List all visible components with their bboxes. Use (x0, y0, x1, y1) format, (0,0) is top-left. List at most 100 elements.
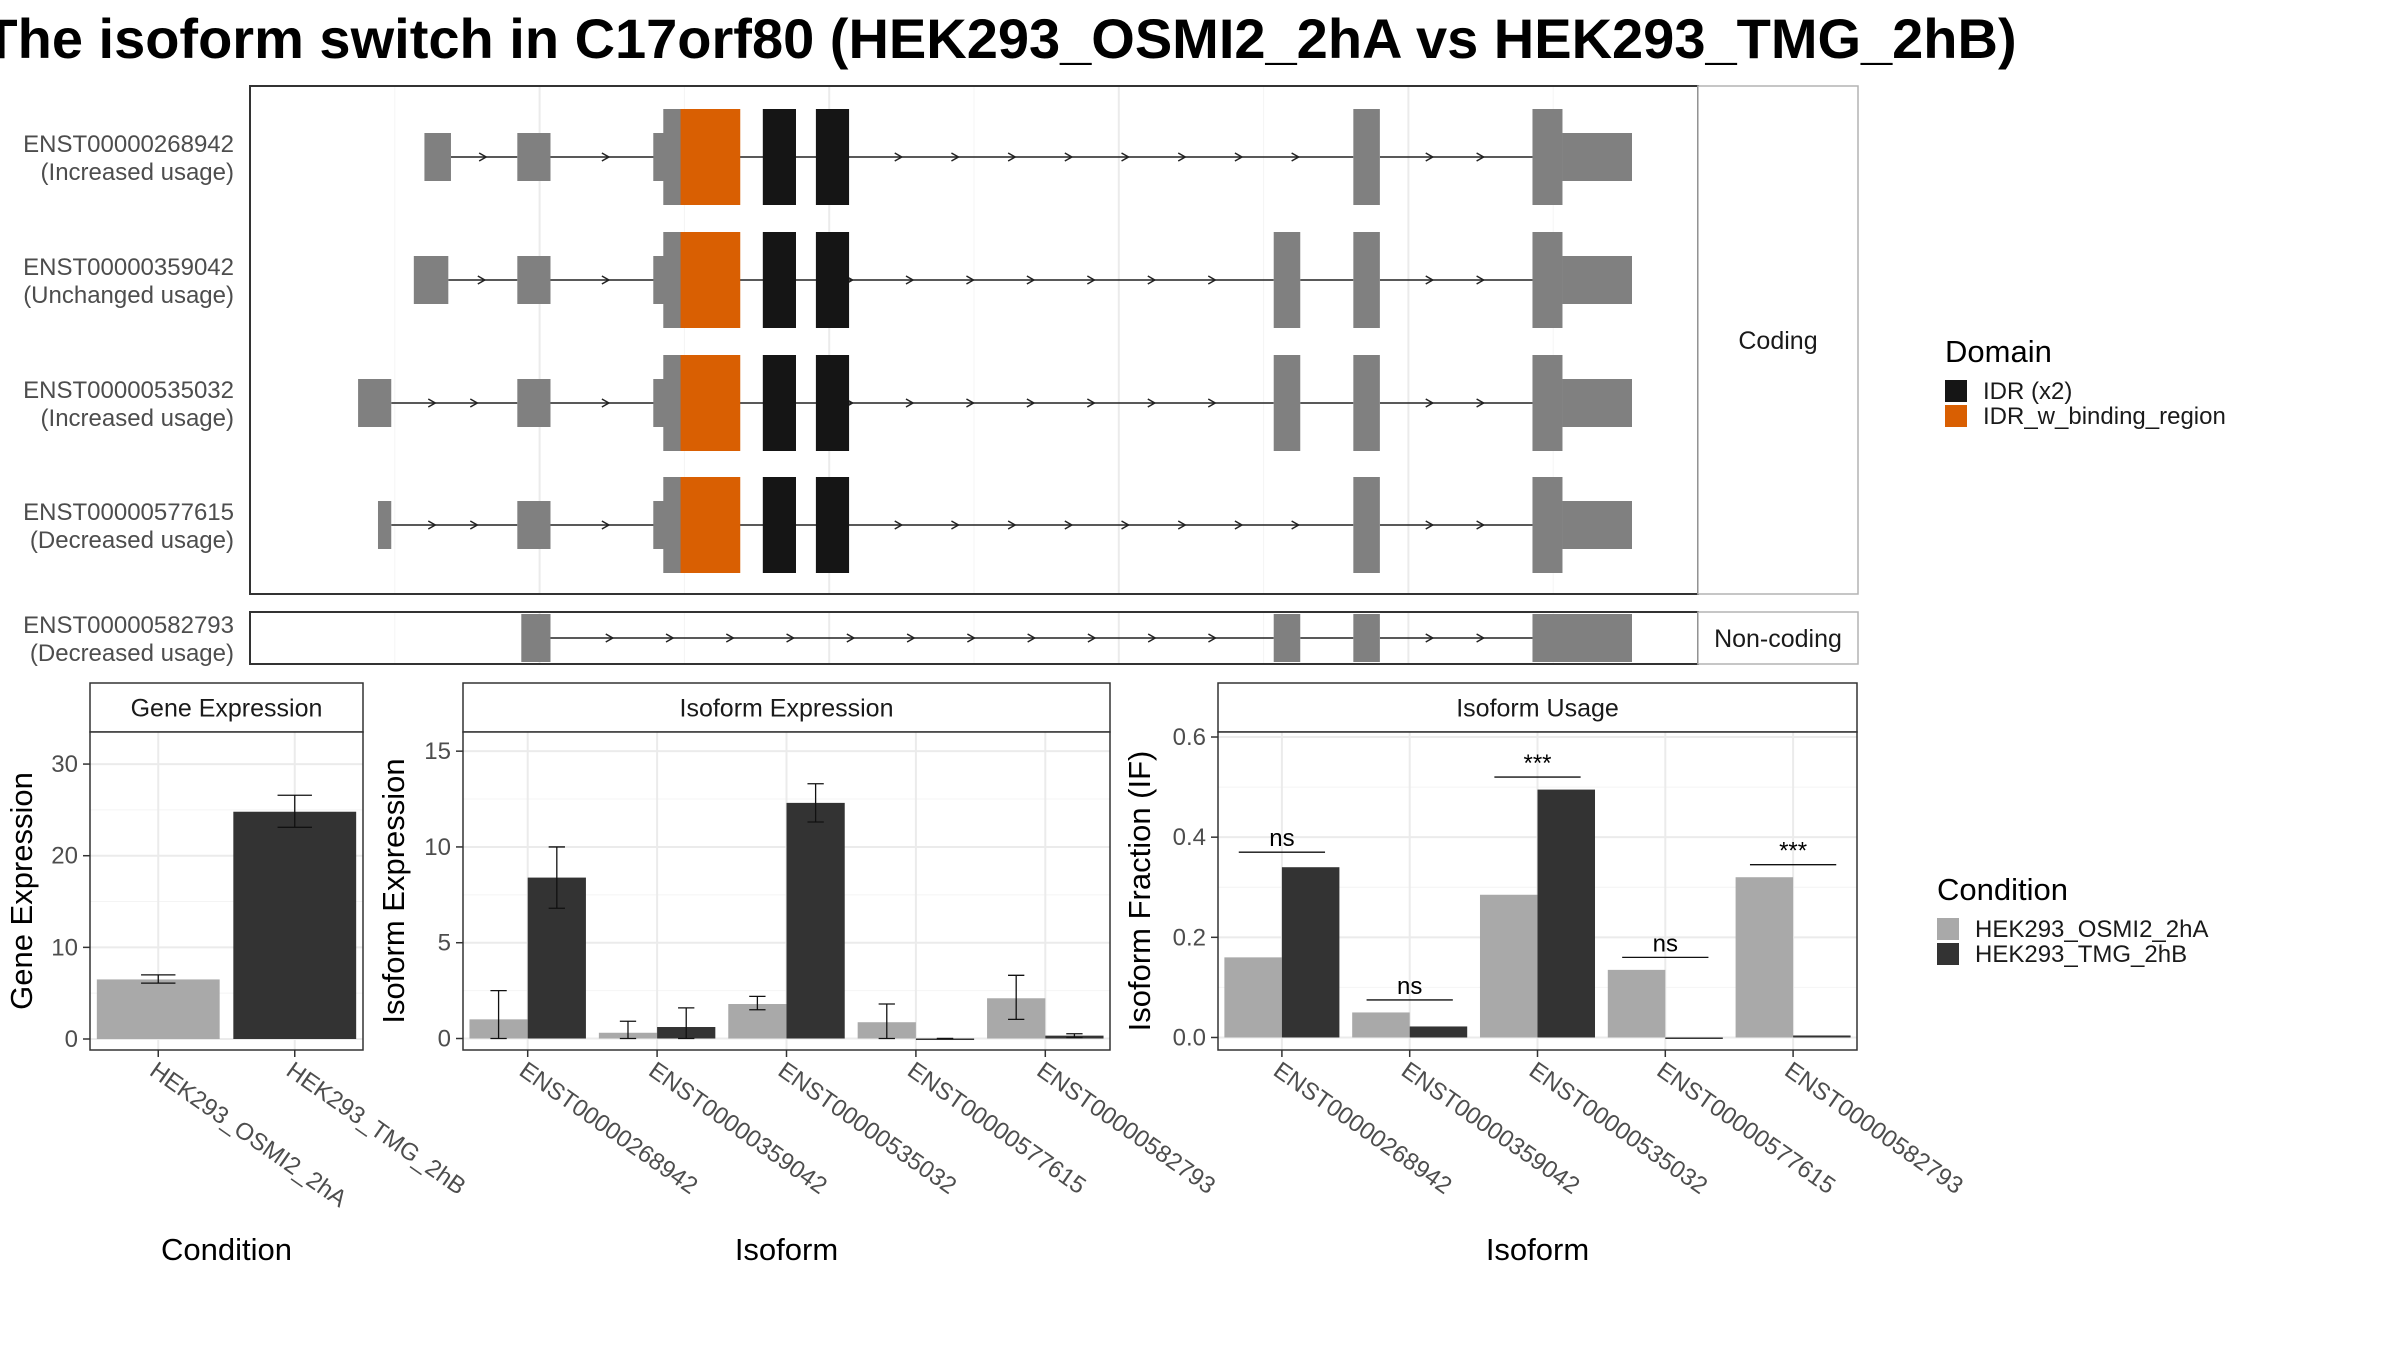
idr-domain (815, 109, 850, 205)
bar (1409, 1026, 1468, 1038)
intron-arrow (1208, 633, 1217, 643)
transcript-usage-label: (Decreased usage) (30, 527, 234, 554)
transcript-label: ENST00000577615 (23, 499, 234, 526)
y-axis-title: Isoform Fraction (IF) (1122, 751, 1157, 1032)
utr-segment (1562, 379, 1632, 427)
legend-label: HEK293_TMG_2hB (1975, 941, 2187, 968)
intron-arrow (966, 633, 976, 643)
intron-arrow (1026, 398, 1036, 408)
intron-arrow (1425, 398, 1435, 408)
y-tick-label: 20 (51, 843, 78, 870)
intron-arrow (1147, 398, 1157, 408)
exon (1532, 232, 1563, 328)
intron-arrow (1147, 633, 1157, 643)
exon (517, 133, 551, 181)
intron-arrow (601, 520, 611, 530)
utr-segment (1562, 501, 1632, 549)
bar (1665, 1037, 1723, 1039)
y-tick-label: 0.6 (1173, 724, 1206, 751)
exon (424, 133, 451, 181)
y-tick-label: 15 (424, 738, 451, 765)
idr-domain (762, 477, 796, 573)
significance-label: ns (1397, 973, 1422, 1000)
transcript-track-ENST00000535032 (358, 355, 1632, 451)
intron-arrow (1425, 633, 1435, 643)
idr-domain (815, 355, 850, 451)
bar (1281, 867, 1340, 1038)
chart-title: Gene Expression (131, 695, 323, 723)
intron-arrow (601, 398, 611, 408)
exon (1532, 109, 1563, 205)
intron-arrow (469, 520, 479, 530)
transcript-label: ENST00000359042 (23, 254, 234, 281)
intron-arrow (1207, 398, 1217, 408)
exon (1353, 614, 1380, 662)
significance-label: ns (1653, 930, 1678, 957)
exon (517, 256, 551, 304)
bar (786, 802, 845, 1039)
intron-arrow (1476, 633, 1486, 643)
intron-arrow (951, 520, 960, 530)
transcript-usage-label: (Decreased usage) (30, 640, 234, 667)
intron-arrow (905, 275, 915, 285)
legend-label: IDR_w_binding_region (1983, 403, 2226, 430)
intron-arrow (1026, 275, 1036, 285)
facet-strip (89, 682, 364, 733)
intron-arrow (1234, 520, 1244, 530)
intron-arrow (1476, 275, 1486, 285)
transcript-usage-label: (Increased usage) (41, 159, 234, 186)
intron-arrow (1007, 152, 1017, 162)
bar (915, 1038, 975, 1041)
intron-arrow (1064, 152, 1074, 162)
intron-arrow (1086, 398, 1096, 408)
intron-arrow (1064, 520, 1074, 530)
bar (1607, 969, 1666, 1038)
y-tick-label: 0 (438, 1026, 451, 1053)
transcript-structure-panel: CodingNon-codingENST00000268942(Increase… (23, 85, 1859, 667)
exon (517, 379, 551, 427)
utr-segment (1562, 133, 1632, 181)
idr-domain (815, 232, 850, 328)
x-axis-title: Condition (161, 1232, 292, 1267)
idr-binding-domain (680, 477, 741, 573)
intron-arrow (786, 633, 796, 643)
idr-domain (762, 355, 796, 451)
y-tick-label: 30 (51, 751, 78, 778)
intron-arrow (1476, 398, 1486, 408)
intron-arrow (966, 398, 975, 408)
legend-title: Domain (1945, 334, 2052, 369)
legend-swatch (1945, 380, 1967, 402)
significance-label: *** (1779, 838, 1807, 865)
exon (1353, 232, 1380, 328)
exon (517, 501, 551, 549)
utr-segment (1562, 256, 1632, 304)
panel-border (89, 731, 364, 1051)
legend-label: HEK293_OSMI2_2hA (1975, 916, 2208, 943)
panel-border (1217, 731, 1858, 1051)
panel-border (462, 731, 1111, 1051)
intron-arrow (1476, 520, 1486, 530)
intron-arrow (1291, 520, 1301, 530)
idr-domain (762, 109, 796, 205)
intron-arrow (1086, 275, 1096, 285)
bar (1352, 1012, 1410, 1038)
intron-arrow (427, 520, 437, 530)
facet-strip (1697, 611, 1859, 665)
y-tick-label: 0.4 (1173, 824, 1206, 851)
y-tick-label: 10 (424, 834, 451, 861)
y-tick-label: 0.0 (1173, 1024, 1206, 1051)
facet-label-coding: Coding (1738, 327, 1817, 355)
intron-arrow (905, 398, 915, 408)
idr-domain (815, 477, 850, 573)
intron-arrow (1291, 152, 1301, 162)
isoform-expression-chart: Isoform Expression051015ENST00000268942E… (376, 682, 1220, 1267)
intron-arrow (1007, 520, 1017, 530)
exon (1353, 355, 1380, 451)
exon (1273, 614, 1301, 662)
exon (1273, 232, 1301, 328)
intron-arrow (1425, 152, 1435, 162)
intron-arrow (1121, 520, 1131, 530)
exon (1532, 614, 1632, 662)
y-axis-title: Isoform Expression (376, 758, 411, 1023)
